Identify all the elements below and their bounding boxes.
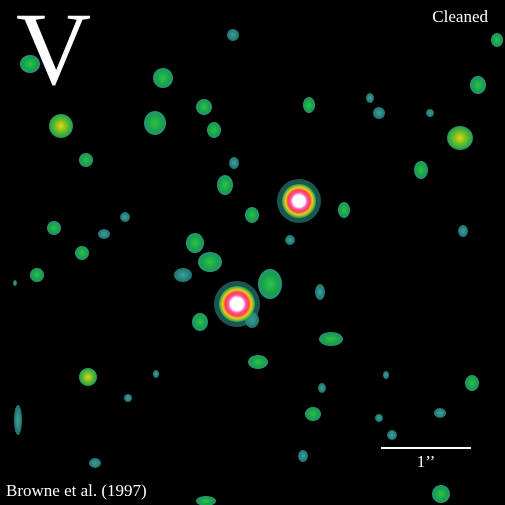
source-blob xyxy=(196,99,212,115)
faint-source xyxy=(318,383,326,393)
bright-source xyxy=(79,368,97,386)
source-blob xyxy=(305,407,321,421)
filter-letter: V xyxy=(16,0,92,107)
scale-bar xyxy=(381,447,471,449)
scale-bar-label: 1’’ xyxy=(416,452,436,471)
credit-label: Browne et al. (1997) xyxy=(6,481,147,500)
source-blob xyxy=(465,375,479,391)
faint-source xyxy=(375,414,383,422)
source-blob xyxy=(258,269,282,299)
source-blob xyxy=(20,55,40,73)
source-blob xyxy=(217,175,233,195)
source-blob xyxy=(79,153,93,167)
bright-component-b xyxy=(219,286,255,322)
faint-source xyxy=(153,370,159,378)
faint-source xyxy=(98,229,110,239)
source-blob xyxy=(303,97,315,113)
bright-source xyxy=(447,126,473,150)
faint-source xyxy=(285,235,295,245)
faint-source xyxy=(383,371,389,379)
source-blob xyxy=(338,202,350,218)
faint-source xyxy=(458,225,468,237)
faint-source xyxy=(434,408,446,418)
bright-source xyxy=(49,114,73,138)
source-blob xyxy=(144,111,166,135)
source-blob xyxy=(47,221,61,235)
source-blob xyxy=(207,122,221,138)
faint-source xyxy=(426,109,434,117)
faint-source xyxy=(13,280,17,286)
source-blob xyxy=(470,76,486,94)
faint-source xyxy=(120,212,130,222)
source-blob xyxy=(186,233,204,253)
source-blob xyxy=(153,68,173,88)
faint-source xyxy=(298,450,308,462)
source-blob xyxy=(248,355,268,369)
source-blob xyxy=(414,161,428,179)
faint-source xyxy=(229,157,239,169)
source-blob xyxy=(196,496,216,505)
source-blob xyxy=(192,313,208,331)
source-blob xyxy=(432,485,450,503)
bright-component-a xyxy=(282,184,316,218)
source-blob xyxy=(75,246,89,260)
faint-source xyxy=(366,93,374,103)
faint-source xyxy=(14,405,22,435)
faint-source xyxy=(89,458,101,468)
faint-source xyxy=(227,29,239,41)
faint-source xyxy=(174,268,192,282)
faint-source xyxy=(124,394,132,402)
source-blob xyxy=(319,332,343,346)
faint-source xyxy=(315,284,325,300)
faint-source xyxy=(387,430,397,440)
status-label: Cleaned xyxy=(432,7,488,26)
source-blob xyxy=(491,33,503,47)
sky-blobs xyxy=(13,29,503,505)
source-blob xyxy=(30,268,44,282)
faint-source xyxy=(373,107,385,119)
source-blob xyxy=(198,252,222,272)
source-blob xyxy=(245,207,259,223)
